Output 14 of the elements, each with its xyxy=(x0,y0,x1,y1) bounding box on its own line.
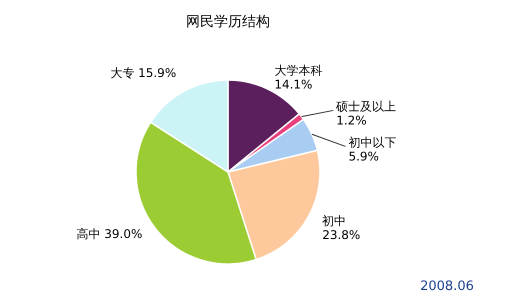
slice-label: 初中 xyxy=(322,214,346,228)
slice-label: 初中以下 xyxy=(348,135,396,150)
data-label: 5.9% xyxy=(348,149,379,164)
slice-label: 硕士及以上 xyxy=(335,99,396,114)
slice-label: 大学本科 xyxy=(274,63,322,78)
data-label: 14.1% xyxy=(274,77,312,92)
data-label: 15.9% xyxy=(138,66,176,80)
data-label: 39.0% xyxy=(104,226,142,241)
slice-label: 大专 xyxy=(110,66,138,80)
data-label: 1.2% xyxy=(336,113,367,128)
chart-title: 网民学历结构 xyxy=(186,14,270,30)
slice-label: 高中 xyxy=(76,226,104,241)
text: 2008.06 xyxy=(420,279,474,294)
data-label: 23.8% xyxy=(322,228,360,242)
